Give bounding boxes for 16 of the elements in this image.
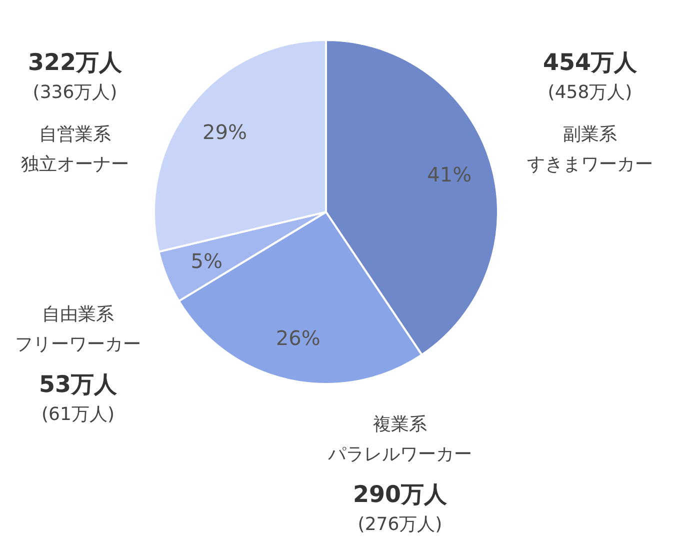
text: 454万人 — [542, 50, 638, 76]
text: (336万人) — [32, 82, 118, 103]
text: (458万人) — [548, 82, 632, 103]
text: 322万人 — [28, 50, 123, 76]
text: (61万人) — [42, 404, 114, 425]
text: (276万人) — [358, 514, 442, 535]
slice-label: 自由業系フリーワーカー — [15, 304, 141, 355]
text: 53万人 — [38, 372, 118, 398]
data-label: 26% — [276, 326, 320, 350]
slice-label: 複業系パラレルワーカー — [327, 414, 472, 465]
data-label: 41% — [427, 162, 472, 186]
slice-label: 自営業系独立オーナー — [21, 124, 129, 175]
slice-label: 副業系すきまワーカー — [527, 124, 653, 175]
text: 290万人 — [352, 482, 448, 508]
data-label: 29% — [202, 120, 248, 144]
data-label: 5% — [190, 248, 222, 273]
